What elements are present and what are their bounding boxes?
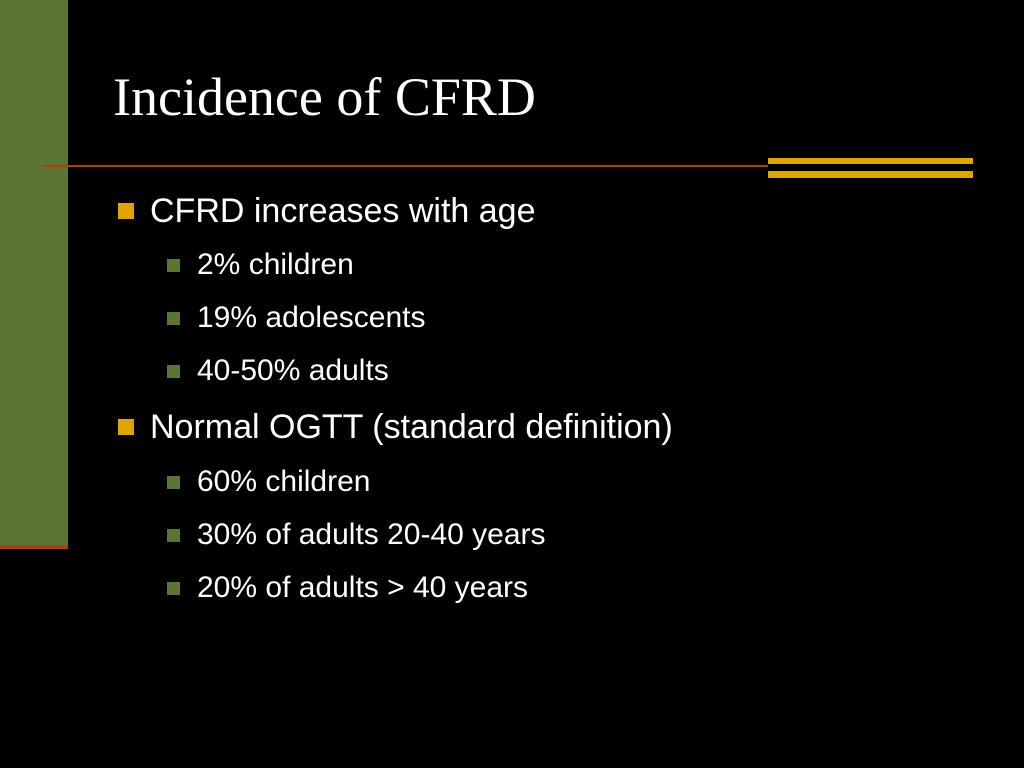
square-bullet-icon — [167, 258, 180, 272]
square-bullet-icon — [118, 203, 134, 219]
accent-bar-lower — [768, 171, 973, 178]
bullet-item-level1: Normal OGTT (standard definition) — [118, 404, 673, 450]
bullet-item-level1: CFRD increases with age — [118, 188, 535, 234]
side-accent-bar — [0, 0, 68, 545]
bullet-item-level2: 30% of adults 20-40 years — [167, 515, 546, 555]
bullet-item-level2: 20% of adults > 40 years — [167, 568, 528, 608]
square-bullet-icon — [167, 475, 180, 489]
bullet-item-level2: 60% children — [167, 462, 370, 502]
bullet-text: Normal OGTT (standard definition) — [150, 407, 673, 446]
bullet-text: CFRD increases with age — [150, 191, 536, 230]
side-bar-underline — [0, 545, 68, 549]
bullet-item-level2: 2% children — [167, 245, 354, 285]
slide-title: Incidence of CFRD — [113, 67, 536, 127]
bullet-text: 60% children — [197, 465, 371, 498]
square-bullet-icon — [167, 364, 180, 378]
title-rule-line — [42, 165, 768, 167]
bullet-text: 19% adolescents — [197, 301, 426, 334]
bullet-text: 30% of adults 20-40 years — [197, 518, 546, 551]
bullet-text: 20% of adults > 40 years — [197, 571, 529, 604]
bullet-text: 2% children — [197, 248, 354, 281]
bullet-item-level2: 19% adolescents — [167, 298, 426, 338]
square-bullet-icon — [118, 419, 134, 435]
square-bullet-icon — [167, 528, 180, 542]
accent-bar-upper — [768, 158, 973, 164]
square-bullet-icon — [167, 581, 180, 595]
bullet-item-level2: 40-50% adults — [167, 351, 389, 391]
bullet-text: 40-50% adults — [197, 354, 389, 387]
square-bullet-icon — [167, 311, 180, 325]
